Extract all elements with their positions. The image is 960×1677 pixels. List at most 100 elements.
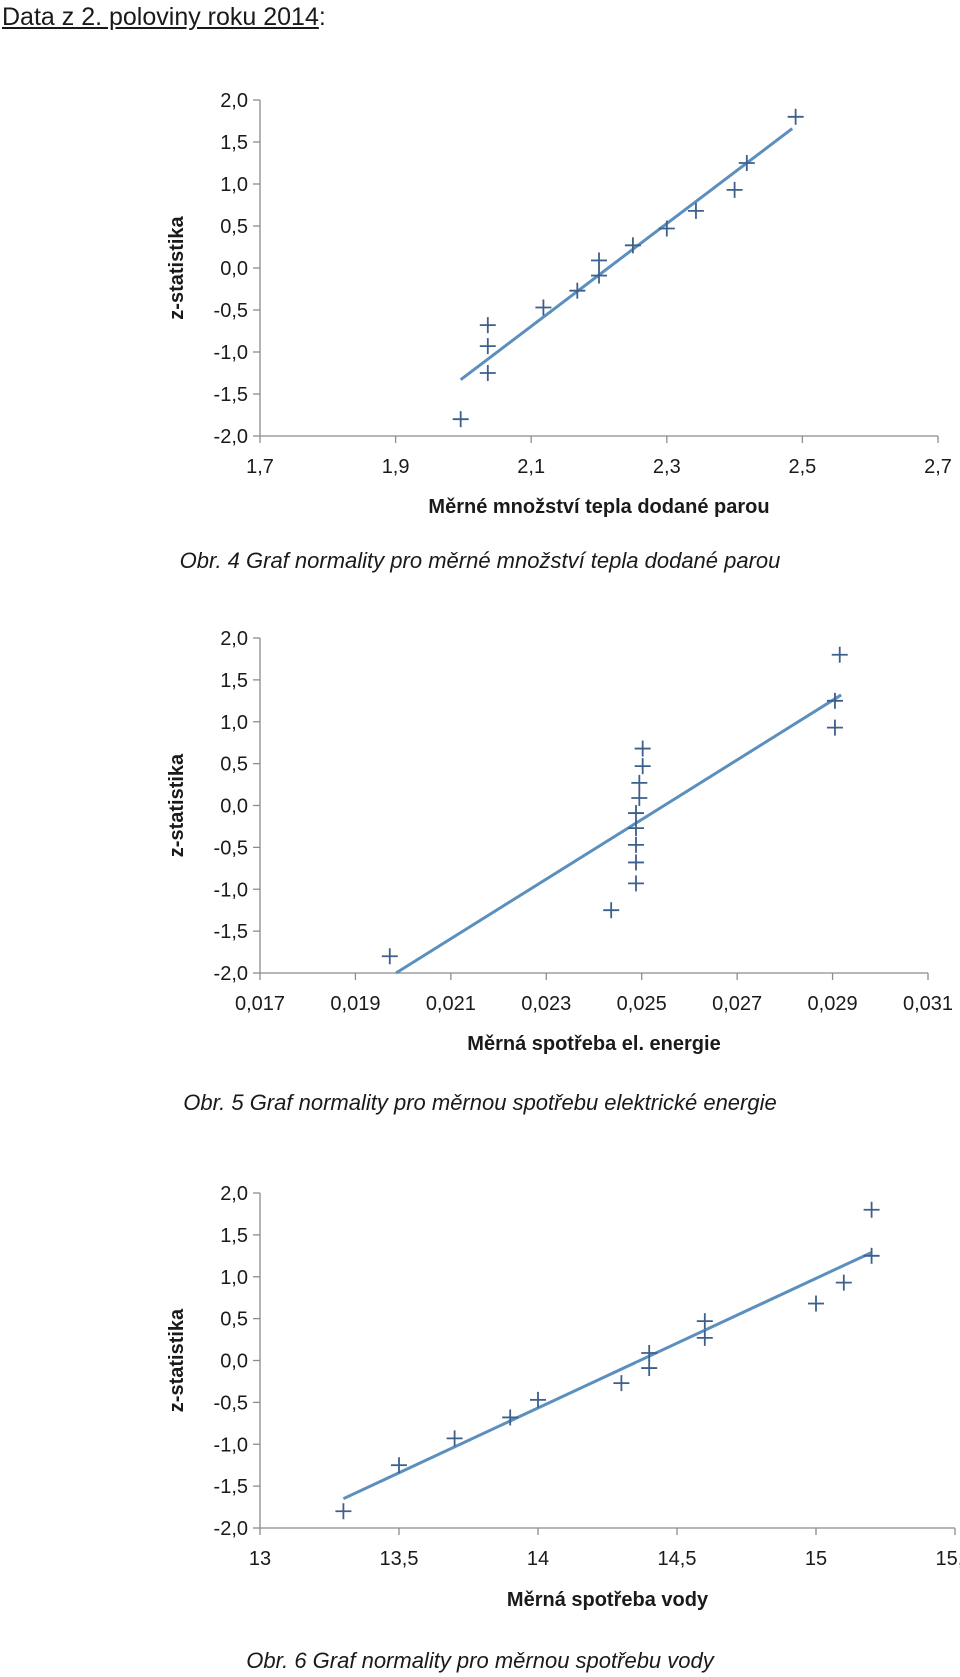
data-point	[452, 411, 469, 428]
data-point	[826, 719, 843, 736]
data-point	[530, 1391, 546, 1408]
data-point	[391, 1457, 407, 1474]
x-tick-label: 2,1	[517, 456, 545, 478]
data-point	[502, 1409, 519, 1426]
y-tick-label: -0,5	[214, 1392, 248, 1414]
y-tick-label: -2,0	[214, 426, 248, 448]
y-tick-label: -1,0	[214, 1434, 248, 1456]
data-point	[687, 202, 704, 219]
data-point	[535, 299, 552, 316]
y-tick-label: -1,5	[214, 921, 248, 943]
data-point	[696, 1329, 713, 1346]
y-tick-label: 0,5	[220, 754, 248, 776]
data-point	[826, 692, 843, 709]
data-point	[335, 1503, 352, 1520]
y-tick-label: 2,0	[220, 1183, 248, 1205]
data-point	[641, 1344, 658, 1361]
section-heading: Data z 2. poloviny roku 2014:	[2, 0, 326, 34]
y-tick-label: -1,0	[214, 342, 248, 364]
data-point	[641, 1360, 658, 1377]
x-tick-label: 0,019	[330, 993, 380, 1015]
y-tick-label: 1,0	[220, 1267, 248, 1289]
y-axis-title: z-statistika	[166, 1308, 188, 1412]
y-tick-label: 1,5	[220, 670, 248, 692]
chart-panel-heat: 2,0 1,5 1,0 0,5 0,0 -0,5 -1,0 -1,5 -2,0 1,7 1,9 2,1…	[0, 0, 960, 573]
x-tick-label: 0,025	[617, 993, 667, 1015]
chart-heat-plot: 2,0 1,5 1,0 0,5 0,0 -0,5 -1,0 -1,5 -2,0 1,7 1,9 2,1…	[166, 90, 952, 518]
data-point	[479, 365, 496, 381]
x-tick-label: 13	[249, 1548, 271, 1570]
y-tick-label: -2,0	[214, 963, 248, 985]
x-tick-label: 1,7	[246, 456, 274, 478]
data-point	[627, 875, 644, 892]
data-point	[591, 267, 607, 284]
x-tick-label: 0,023	[521, 993, 571, 1015]
section-heading-suffix: :	[318, 3, 326, 31]
chart-caption: Obr. 4 Graf normality pro měrné množství…	[179, 548, 781, 573]
x-tick-label: 0,029	[808, 993, 858, 1015]
x-tick-label: 0,021	[426, 993, 476, 1015]
x-axis-title: Měrná spotřeba vody	[507, 1589, 709, 1611]
data-point	[658, 220, 675, 237]
chart-caption: Obr. 5 Graf normality pro měrnou spotřeb…	[183, 1090, 777, 1115]
x-axis-title: Měrné množství tepla dodané parou	[428, 496, 769, 518]
x-axis-title: Měrná spotřeba el. energie	[467, 1033, 720, 1055]
y-tick-label: 2,0	[220, 90, 248, 112]
x-tick-label: 0,027	[712, 993, 762, 1015]
trend-line	[459, 127, 794, 381]
y-tick-label: -1,0	[214, 879, 248, 901]
trend-line	[342, 1251, 873, 1501]
data-point	[479, 317, 496, 334]
data-point	[603, 902, 620, 919]
x-tick-label: 15,5	[936, 1548, 960, 1570]
data-point	[569, 282, 586, 299]
y-tick-label: 1,5	[220, 132, 248, 154]
data-point	[479, 338, 496, 355]
x-tick-label: 14	[527, 1548, 549, 1570]
chart-panel-electricity: 2,0 1,5 1,0 0,5 0,0 -0,5 -1,0 -1,5 -2,0 0,017 0,01…	[166, 628, 953, 1115]
data-point	[446, 1430, 463, 1447]
data-point	[863, 1201, 880, 1218]
data-point	[696, 1313, 713, 1330]
data-point	[631, 774, 648, 791]
data-point	[627, 820, 644, 837]
data-point	[591, 252, 607, 269]
data-point	[613, 1375, 630, 1392]
x-tick-label: 0,017	[235, 993, 285, 1015]
data-point	[627, 836, 644, 853]
y-tick-label: -1,5	[214, 384, 248, 406]
y-tick-label: 0,0	[220, 1351, 248, 1373]
chart-caption: Obr. 6 Graf normality pro měrnou spotřeb…	[246, 1648, 714, 1673]
data-point	[634, 758, 651, 775]
data-point	[381, 948, 398, 965]
y-tick-label: 0,0	[220, 258, 248, 280]
x-tick-label: 13,5	[380, 1548, 419, 1570]
y-tick-label: -0,5	[214, 837, 248, 859]
x-tick-label: 14,5	[658, 1548, 697, 1570]
data-point	[808, 1295, 824, 1312]
y-axis-title: z-statistika	[166, 215, 188, 319]
data-point	[835, 1274, 852, 1291]
x-tick-label: 15	[805, 1548, 827, 1570]
y-tick-label: -1,5	[214, 1476, 248, 1498]
data-point	[631, 789, 648, 806]
data-point	[627, 805, 644, 822]
y-tick-label: -0,5	[214, 300, 248, 322]
y-tick-label: 1,5	[220, 1225, 248, 1247]
data-point	[634, 740, 651, 757]
data-point	[863, 1247, 880, 1264]
data-point	[787, 108, 804, 125]
data-point	[726, 181, 743, 198]
chart-electricity-plot: 2,0 1,5 1,0 0,5 0,0 -0,5 -1,0 -1,5 -2,0 0,017 0,01…	[166, 628, 953, 1055]
x-tick-label: 1,9	[382, 456, 410, 478]
y-tick-label: 2,0	[220, 628, 248, 650]
x-tick-label: 0,031	[903, 993, 953, 1015]
y-tick-label: -2,0	[214, 1518, 248, 1540]
y-tick-label: 1,0	[220, 174, 248, 196]
x-tick-label: 2,3	[653, 456, 681, 478]
x-tick-label: 2,7	[924, 456, 952, 478]
y-tick-label: 0,0	[220, 796, 248, 818]
trend-line	[395, 693, 842, 975]
